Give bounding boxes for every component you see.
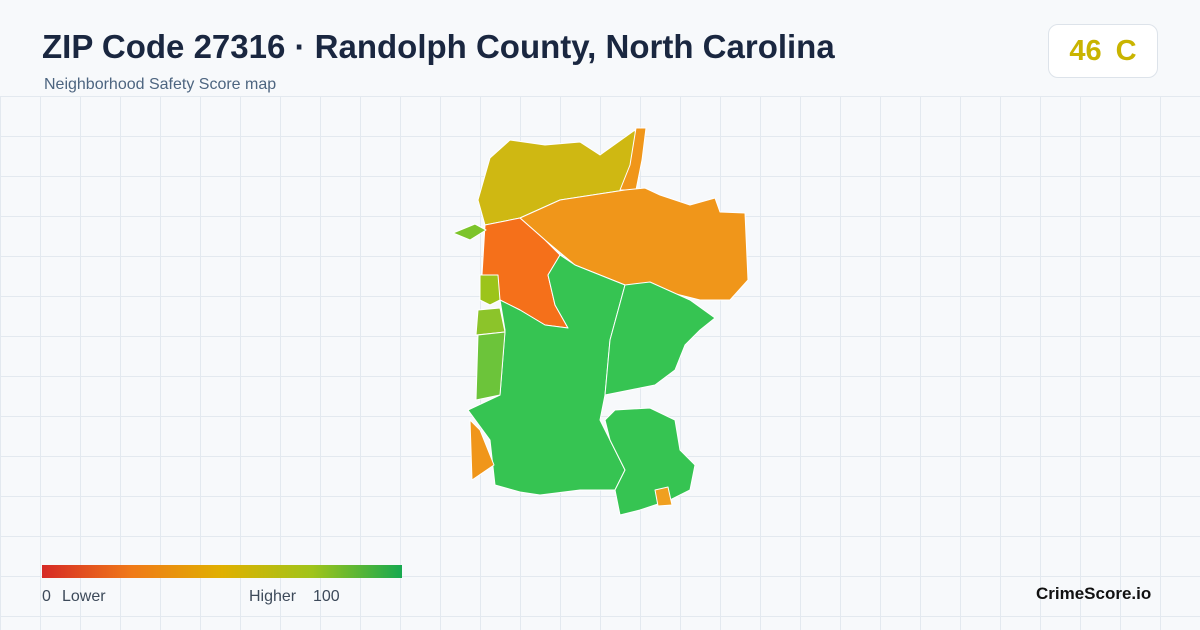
- region: [654, 486, 673, 507]
- score-badge: 46 C: [1048, 24, 1158, 78]
- region: [604, 407, 696, 516]
- legend-gradient: [42, 565, 402, 578]
- regions: [452, 127, 749, 516]
- header: ZIP Code 27316 · Randolph County, North …: [0, 0, 1200, 97]
- region: [475, 307, 506, 336]
- region: [452, 223, 487, 241]
- region: [604, 281, 716, 396]
- region: [475, 331, 506, 401]
- title: ZIP Code 27316 · Randolph County, North …: [42, 28, 835, 65]
- grade: C: [1115, 34, 1137, 67]
- region: [479, 274, 501, 306]
- brand: CrimeScore.io: [1036, 584, 1152, 603]
- legend-min: 0: [42, 588, 51, 605]
- legend-min-label: Lower: [62, 588, 106, 605]
- legend-max-label: Higher: [249, 588, 297, 605]
- subtitle: Neighborhood Safety Score map: [44, 76, 277, 93]
- region: [469, 419, 495, 481]
- score: 46: [1069, 34, 1102, 67]
- legend-max: 100: [313, 588, 340, 605]
